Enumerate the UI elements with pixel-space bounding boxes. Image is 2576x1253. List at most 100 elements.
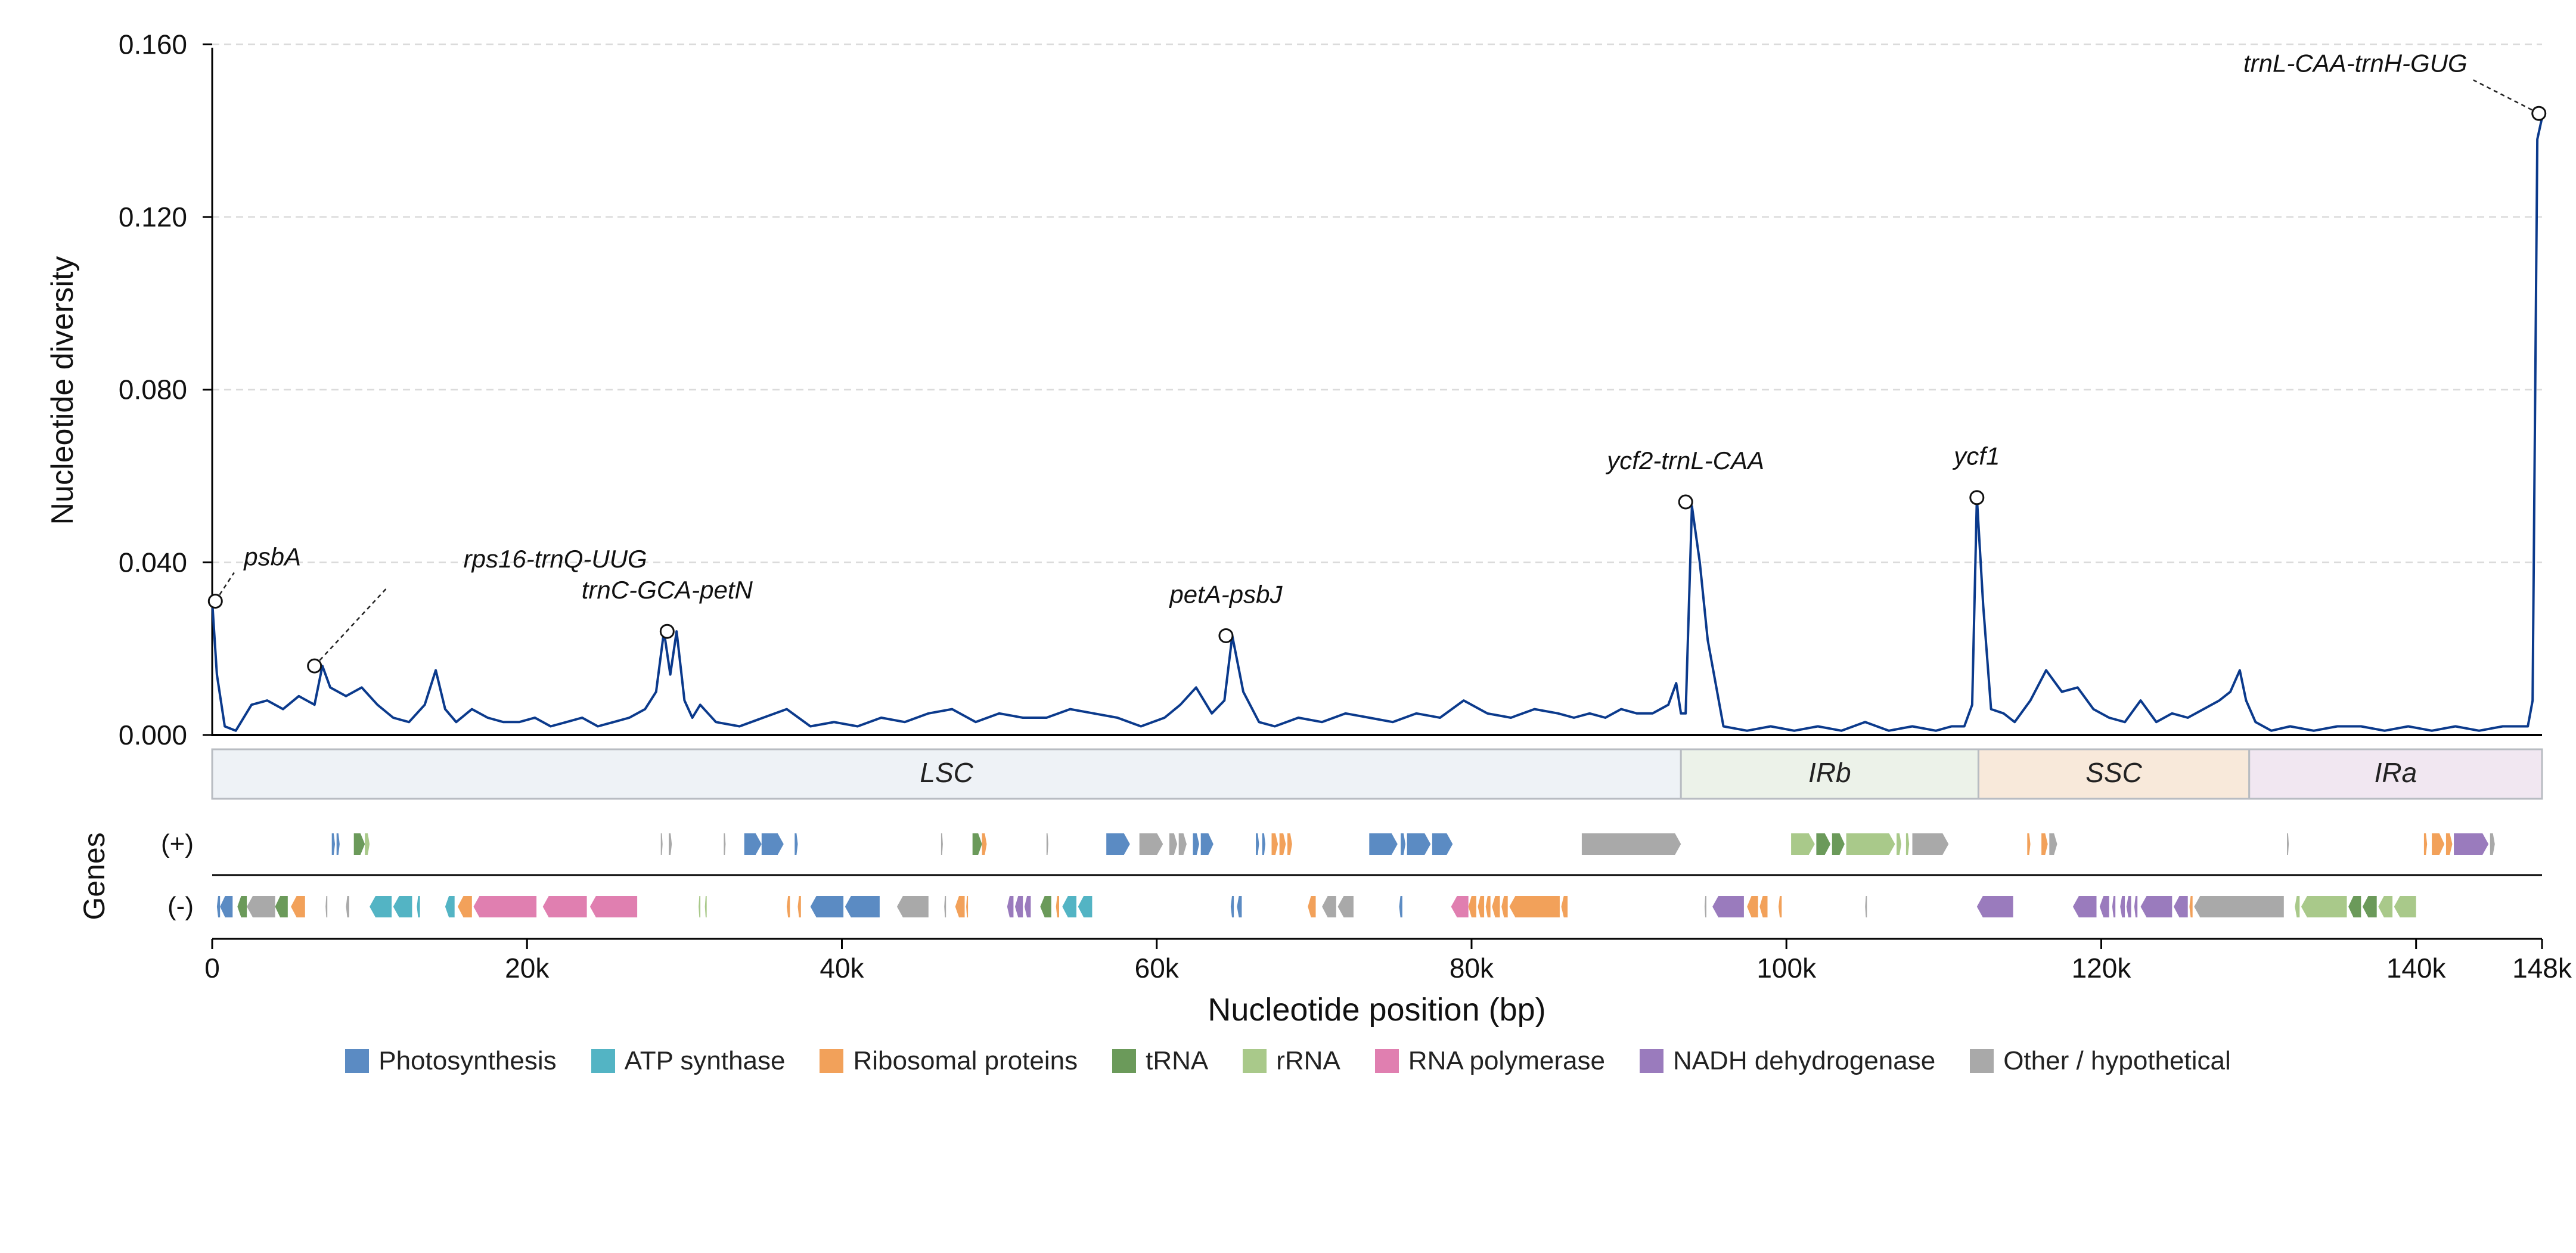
legend-swatch <box>1374 1049 1399 1073</box>
gene-mark <box>1106 833 1130 855</box>
gene-mark <box>2194 896 2284 917</box>
gene-mark <box>1865 896 1867 917</box>
legend-item: ATP synthase <box>591 1046 786 1076</box>
x-tick-label: 60k <box>1135 953 1180 984</box>
gene-mark <box>1200 833 1213 855</box>
legend-swatch <box>345 1049 370 1073</box>
gene-mark <box>787 896 790 917</box>
y-tick-label: 0.120 <box>119 201 187 232</box>
annotation-marker <box>659 624 675 639</box>
gene-mark <box>1369 833 1398 855</box>
gene-mark <box>2423 833 2428 855</box>
legend-item: rRNA <box>1243 1046 1340 1076</box>
gene-mark <box>1501 896 1508 917</box>
legend-item: Photosynthesis <box>345 1046 557 1076</box>
gene-mark <box>1747 896 1758 917</box>
gene-mark <box>1056 896 1059 917</box>
x-tick-label: 148k <box>2512 953 2572 984</box>
legend-item: RNA polymerase <box>1374 1046 1605 1076</box>
gene-mark <box>845 896 880 917</box>
gene-mark <box>1040 896 1051 917</box>
gene-mark <box>2134 896 2138 917</box>
gene-mark <box>1279 833 1286 855</box>
annotation-marker <box>307 658 322 674</box>
annotation-label: rps16-trnQ-UUG <box>464 545 647 573</box>
gene-mark <box>1015 896 1023 917</box>
legend-label: rRNA <box>1276 1046 1340 1075</box>
gene-mark <box>1561 896 1568 917</box>
y-tick-label: 0.000 <box>119 719 187 750</box>
gene-mark <box>2027 833 2031 855</box>
gene-mark <box>2301 896 2347 917</box>
gene-mark <box>944 896 946 917</box>
grid-lines <box>212 44 2542 563</box>
gene-mark <box>473 896 537 917</box>
gene-mark <box>370 896 392 917</box>
gene-mark <box>1816 833 1831 855</box>
gene-mark <box>941 833 943 855</box>
gene-mark <box>1193 833 1199 855</box>
legend-label: Ribosomal proteins <box>853 1046 1078 1075</box>
gene-tracks <box>216 833 2495 917</box>
x-tick-label: 140k <box>2386 953 2447 984</box>
gene-mark <box>955 896 965 917</box>
gene-mark <box>1024 896 1031 917</box>
gene-mark <box>220 896 233 917</box>
annotation-marker <box>1969 490 1985 505</box>
gene-mark <box>2394 896 2416 917</box>
gene-mark <box>1407 833 1431 855</box>
gene-mark <box>1468 896 1476 917</box>
gene-mark <box>794 833 798 855</box>
region-band <box>2248 748 2543 800</box>
region-band <box>211 748 1682 800</box>
x-tick-label: 80k <box>1450 953 1494 984</box>
legend-swatch <box>820 1049 844 1073</box>
genes-label: Genes <box>77 832 111 920</box>
y-tick-label: 0.040 <box>119 547 187 578</box>
gene-mark <box>1322 896 1336 917</box>
gene-mark <box>1230 896 1234 917</box>
annotation-label: ycf2-trnL-CAA <box>1605 446 1764 474</box>
diversity-series-line <box>211 117 2543 732</box>
y-tick-label: 0.160 <box>119 29 187 60</box>
gene-mark <box>2348 896 2361 917</box>
gene-mark <box>1432 833 1453 855</box>
gene-mark <box>2287 833 2289 855</box>
x-ticks: 0 20k 40k 60k 80k 100k 120k 140k 148k <box>204 939 2572 984</box>
gene-mark <box>291 896 305 917</box>
gene-mark <box>2378 896 2393 917</box>
minus-strand-label: (-) <box>167 892 194 921</box>
gene-mark <box>393 896 412 917</box>
gene-mark <box>1759 896 1768 917</box>
y-tick-label: 0.080 <box>119 374 187 405</box>
genome-regions: LSC IRb SSC IRa <box>211 748 2543 800</box>
gene-mark <box>2295 896 2300 917</box>
gene-mark <box>1046 833 1048 855</box>
annotation-label: trnC-GCA-petN <box>582 576 753 604</box>
legend-label: NADH dehydrogenase <box>1672 1046 1936 1075</box>
gene-mark <box>2099 896 2109 917</box>
gene-mark <box>1478 896 1485 917</box>
legend-swatch <box>1243 1049 1267 1073</box>
gene-mark <box>1712 896 1744 917</box>
gene-mark <box>542 896 587 917</box>
legend-swatch <box>1639 1049 1663 1073</box>
gene-mark <box>1007 896 1014 917</box>
gene-mark <box>458 896 472 917</box>
gene-mark <box>1485 896 1491 917</box>
gene-mark <box>1256 833 1259 855</box>
legend-label: ATP synthase <box>624 1046 786 1075</box>
legend-label: tRNA <box>1146 1046 1209 1075</box>
gene-mark <box>1399 896 1402 917</box>
annotation-marker <box>207 594 223 609</box>
gene-mark <box>699 896 701 917</box>
gene-mark <box>1401 833 1405 855</box>
gene-mark <box>1308 896 1316 917</box>
legend-swatch <box>1970 1049 1994 1073</box>
gene-mark <box>1271 833 1278 855</box>
gene-mark <box>1237 896 1242 917</box>
gene-mark <box>810 896 844 917</box>
gene-mark <box>2072 896 2097 917</box>
x-tick-label: 20k <box>505 953 550 984</box>
